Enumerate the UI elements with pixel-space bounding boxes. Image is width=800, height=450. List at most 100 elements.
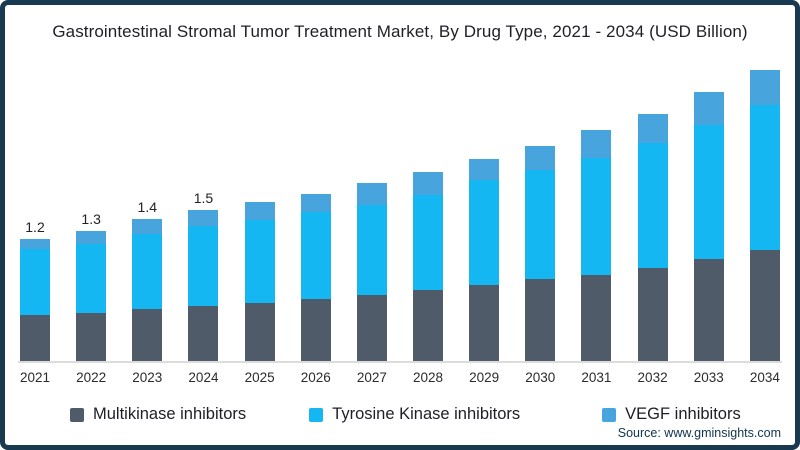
bar-segment-tyrosine-kinase-inhibitors — [76, 244, 107, 313]
bar-segment-multikinase-inhibitors — [412, 290, 443, 361]
bar-column-2034 — [749, 70, 780, 361]
bar-segment-multikinase-inhibitors — [749, 250, 780, 361]
bar-column-2023: 1.4 — [132, 199, 163, 361]
stacked-bar-2032 — [637, 114, 668, 361]
x-tick-label-2029: 2029 — [469, 370, 500, 385]
bar-segment-vegf-inhibitors — [132, 219, 163, 234]
bar-column-2032 — [637, 114, 668, 361]
x-tick-label-2028: 2028 — [412, 370, 444, 385]
legend-item-multikinase: Multikinase inhibitors — [70, 405, 246, 424]
bar-segment-vegf-inhibitors — [525, 146, 556, 170]
bar-segment-multikinase-inhibitors — [76, 313, 107, 361]
bar-segment-vegf-inhibitors — [469, 159, 500, 180]
stacked-bar-2024 — [188, 210, 219, 361]
bar-segment-multikinase-inhibitors — [469, 285, 500, 361]
bar-segment-tyrosine-kinase-inhibitors — [469, 180, 500, 285]
bar-segment-tyrosine-kinase-inhibitors — [300, 212, 331, 299]
bar-segment-tyrosine-kinase-inhibitors — [244, 220, 275, 303]
bar-total-label: 1.5 — [193, 190, 214, 206]
bar-column-2028 — [412, 172, 443, 361]
bar-column-2022: 1.3 — [76, 211, 107, 361]
chart-title: Gastrointestinal Stromal Tumor Treatment… — [52, 22, 748, 41]
bar-segment-multikinase-inhibitors — [300, 299, 331, 361]
stacked-bar-2033 — [693, 92, 724, 361]
bar-column-2027 — [356, 183, 387, 361]
bar-segment-tyrosine-kinase-inhibitors — [581, 158, 612, 275]
bar-segment-multikinase-inhibitors — [637, 268, 668, 361]
bar-column-2021: 1.2 — [20, 219, 50, 361]
legend-label-tyrosine-kinase: Tyrosine Kinase inhibitors — [332, 405, 521, 423]
source-attribution: Source: www.gminsights.com — [617, 426, 781, 440]
x-tick-label-2021: 2021 — [20, 370, 51, 385]
legend-swatch-vegf-icon — [602, 407, 617, 422]
bar-segment-vegf-inhibitors — [356, 183, 387, 205]
bar-segment-tyrosine-kinase-inhibitors — [693, 125, 724, 259]
x-tick-label-2022: 2022 — [76, 370, 107, 385]
x-tick-label-2025: 2025 — [244, 370, 275, 385]
stacked-bar-2028 — [412, 172, 443, 361]
bar-segment-tyrosine-kinase-inhibitors — [749, 105, 780, 250]
bar-segment-vegf-inhibitors — [300, 194, 331, 212]
bar-segment-tyrosine-kinase-inhibitors — [412, 195, 443, 290]
bar-column-2026 — [300, 194, 331, 361]
stacked-bar-2030 — [525, 146, 556, 361]
bar-segment-multikinase-inhibitors — [693, 259, 724, 361]
bar-segment-multikinase-inhibitors — [244, 303, 275, 361]
bar-column-2033 — [693, 92, 724, 361]
x-tick-label-2031: 2031 — [581, 370, 612, 385]
bar-segment-vegf-inhibitors — [581, 130, 612, 158]
stacked-bar-2021 — [20, 239, 50, 361]
bar-column-2025 — [244, 202, 275, 361]
bar-column-2029 — [469, 159, 500, 361]
stacked-bar-2031 — [581, 130, 612, 361]
x-tick-label-2030: 2030 — [525, 370, 556, 385]
x-tick-label-2024: 2024 — [188, 370, 219, 385]
legend-label-vegf: VEGF inhibitors — [625, 405, 741, 423]
bar-segment-multikinase-inhibitors — [581, 275, 612, 361]
bar-segment-tyrosine-kinase-inhibitors — [188, 226, 219, 306]
bar-segment-multikinase-inhibitors — [20, 315, 50, 361]
legend-item-tyrosine-kinase: Tyrosine Kinase inhibitors — [309, 405, 520, 424]
legend-item-vegf: VEGF inhibitors — [602, 405, 741, 424]
bar-column-2031 — [581, 130, 612, 361]
bar-segment-tyrosine-kinase-inhibitors — [132, 234, 163, 309]
x-tick-label-2026: 2026 — [300, 370, 331, 385]
bar-segment-tyrosine-kinase-inhibitors — [20, 249, 50, 315]
stacked-bar-2029 — [469, 159, 500, 361]
bar-total-label: 1.4 — [137, 199, 158, 215]
bar-segment-vegf-inhibitors — [20, 239, 50, 249]
bar-segment-vegf-inhibitors — [188, 210, 219, 226]
bars-container: 1.2 1.3 1.4 1.5 — [20, 53, 780, 361]
bar-segment-tyrosine-kinase-inhibitors — [525, 170, 556, 279]
x-tick-label-2023: 2023 — [132, 370, 163, 385]
x-tick-label-2033: 2033 — [693, 370, 724, 385]
bar-segment-multikinase-inhibitors — [356, 295, 387, 361]
bar-segment-vegf-inhibitors — [76, 231, 107, 244]
bar-segment-vegf-inhibitors — [749, 70, 780, 105]
stacked-bar-2026 — [300, 194, 331, 361]
bar-column-2030 — [525, 146, 556, 361]
bar-segment-vegf-inhibitors — [637, 114, 668, 143]
x-axis-line — [18, 361, 782, 363]
x-tick-label-2032: 2032 — [637, 370, 668, 385]
plot-area: 1.2 1.3 1.4 1.5 2021 2022 2023 2024 2025 2026 202… — [18, 53, 782, 385]
x-tick-label-2034: 2034 — [749, 370, 780, 385]
bar-segment-vegf-inhibitors — [244, 202, 275, 220]
bar-total-label: 1.2 — [25, 219, 45, 235]
bar-column-2024: 1.5 — [188, 190, 219, 361]
bar-segment-tyrosine-kinase-inhibitors — [637, 143, 668, 268]
bar-total-label: 1.3 — [81, 211, 101, 227]
bar-segment-vegf-inhibitors — [412, 172, 443, 195]
bar-segment-tyrosine-kinase-inhibitors — [356, 205, 387, 295]
x-tick-label-2027: 2027 — [356, 370, 387, 385]
stacked-bar-2034 — [749, 70, 780, 361]
legend: Multikinase inhibitors Tyrosine Kinase i… — [70, 405, 741, 424]
bar-segment-multikinase-inhibitors — [188, 306, 219, 361]
legend-swatch-tyrosine-kinase-icon — [309, 407, 324, 422]
bar-segment-vegf-inhibitors — [693, 92, 724, 125]
stacked-bar-2027 — [356, 183, 387, 361]
legend-label-multikinase: Multikinase inhibitors — [93, 405, 247, 423]
bar-segment-multikinase-inhibitors — [132, 309, 163, 361]
stacked-bar-2022 — [76, 231, 107, 361]
